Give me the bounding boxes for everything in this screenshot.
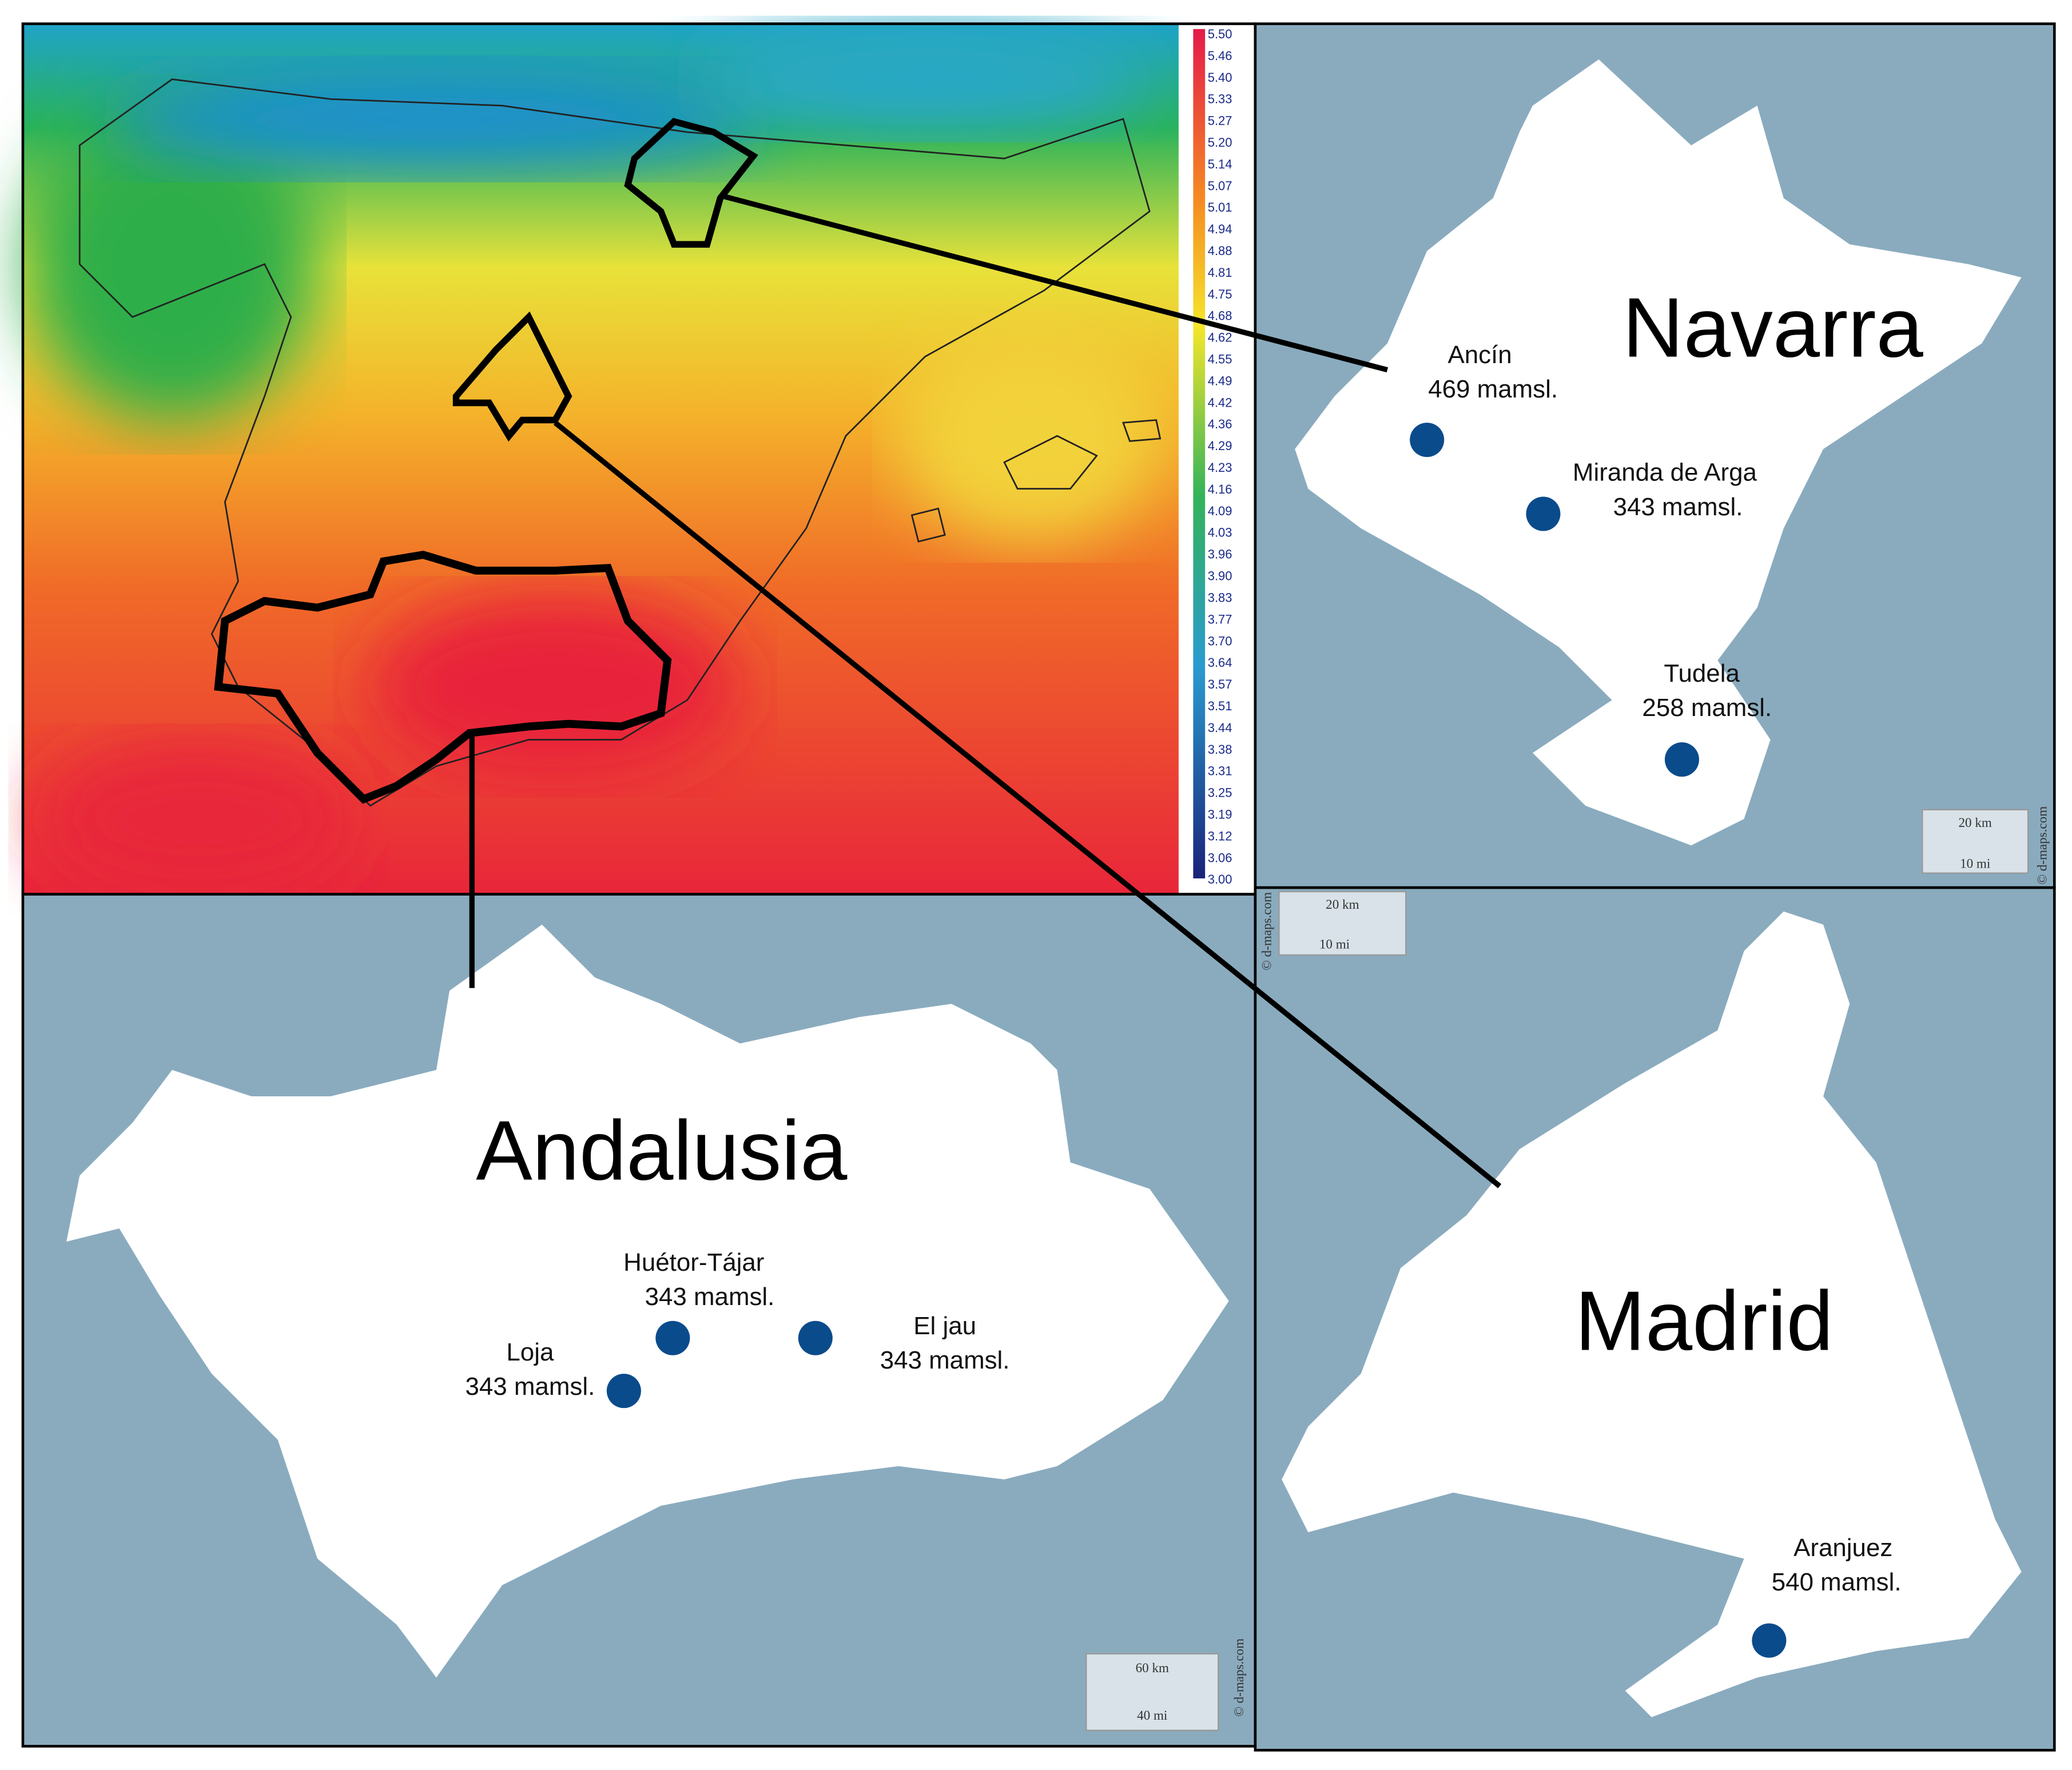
station-altitude: 343 mamsl.: [645, 1283, 775, 1311]
madrid-panel: Madrid Aranjuez 540 mamsl. 20 km 10 mi ©…: [1254, 886, 2056, 1752]
colorbar-label: 4.23: [1208, 460, 1232, 475]
colorbar-label: 5.46: [1208, 49, 1232, 63]
heat-map: 5.50 5.46 5.40 5.33 5.27 5.20 5.14 5.07 5.01 4.94…: [21, 22, 1257, 898]
colorbar-label: 3.64: [1208, 655, 1232, 670]
colorbar-label: 5.07: [1208, 178, 1232, 193]
colorbar-label: 3.44: [1208, 721, 1232, 735]
colorbar-label: 4.36: [1208, 417, 1232, 431]
colorbar-label: 3.57: [1208, 677, 1232, 691]
scale-mi: 40 mi: [1137, 1708, 1167, 1723]
station-altitude: 343 mamsl.: [1613, 493, 1743, 521]
colorbar: [1193, 29, 1206, 878]
colorbar-label: 4.62: [1208, 331, 1232, 345]
station-marker: [1664, 742, 1699, 777]
colorbar-label: 3.19: [1208, 807, 1232, 821]
colorbar-label: 4.94: [1208, 222, 1232, 236]
scale-km: 60 km: [1136, 1660, 1169, 1675]
connector: [553, 420, 1502, 1188]
navarra-panel: Navarra Ancín 469 mamsl. Miranda de Arga…: [1254, 22, 2056, 889]
colorbar-label: 5.27: [1208, 114, 1232, 128]
colorbar-label: 4.09: [1208, 504, 1232, 518]
region-label: Navarra: [1622, 281, 1924, 375]
colorbar-label: 4.81: [1208, 265, 1232, 280]
region-label: Madrid: [1575, 1274, 1834, 1369]
colorbar-label: 5.01: [1208, 200, 1232, 214]
colorbar-label: 4.42: [1208, 395, 1232, 409]
scale-mi: 10 mi: [1960, 856, 1990, 870]
colorbar-label: 4.88: [1208, 244, 1232, 258]
colorbar-label: 4.75: [1208, 287, 1232, 301]
colorbar-label: 4.16: [1208, 482, 1232, 496]
station-name: Loja: [506, 1338, 554, 1366]
colorbar-label: 3.96: [1208, 547, 1232, 562]
station-marker: [798, 1320, 833, 1355]
credit: © d-maps.com: [1231, 1638, 1246, 1717]
colorbar-label: 3.00: [1208, 872, 1232, 886]
colorbar-label: 5.20: [1208, 135, 1232, 149]
colorbar-label: 4.49: [1208, 373, 1232, 388]
colorbar-label: 3.06: [1208, 850, 1232, 865]
station-name: Ancín: [1447, 341, 1512, 369]
colorbar-label: 5.40: [1208, 70, 1232, 85]
colorbar-label: 3.83: [1208, 590, 1232, 604]
station-name: Miranda de Arga: [1573, 459, 1757, 487]
colorbar-label: 3.77: [1208, 612, 1232, 626]
scale-mi: 10 mi: [1319, 936, 1350, 951]
credit: © d-maps.com: [2034, 806, 2049, 885]
station-altitude: 540 mamsl.: [1772, 1568, 1902, 1596]
andalusia-panel: Andalusia Huétor-Tájar 343 mamsl. Loja 3…: [21, 893, 1257, 1748]
colorbar-label: 3.51: [1208, 699, 1232, 713]
station-altitude: 258 mamsl.: [1642, 694, 1772, 722]
credit: © d-maps.com: [1259, 892, 1274, 970]
station-marker: [1526, 496, 1561, 531]
scale-km: 20 km: [1326, 897, 1359, 912]
connectors: [469, 193, 1502, 1188]
station-name: Aranjuez: [1793, 1534, 1892, 1562]
colorbar-label: 5.50: [1208, 27, 1232, 41]
scale-km: 20 km: [1959, 815, 1992, 830]
station-altitude: 343 mamsl.: [880, 1346, 1010, 1374]
station-marker: [655, 1320, 690, 1355]
station-marker: [1410, 423, 1445, 458]
colorbar-label: 3.12: [1208, 829, 1232, 843]
station-marker: [1752, 1623, 1787, 1658]
colorbar-label: 4.03: [1208, 526, 1232, 540]
station-name: El jau: [913, 1312, 976, 1340]
station-altitude: 469 mamsl.: [1428, 375, 1558, 403]
colorbar-label: 5.33: [1208, 92, 1232, 106]
colorbar-label: 4.68: [1208, 309, 1232, 323]
colorbar-label: 5.14: [1208, 157, 1232, 171]
connector: [719, 193, 1389, 373]
region-label: Andalusia: [476, 1104, 848, 1198]
colorbar-label: 3.25: [1208, 786, 1232, 800]
colorbar-label: 3.70: [1208, 634, 1232, 648]
colorbar-label: 3.38: [1208, 742, 1232, 757]
station-name: Huétor-Tájar: [623, 1248, 764, 1276]
colorbar-label: 4.29: [1208, 439, 1232, 453]
station-marker: [606, 1374, 641, 1409]
station-altitude: 343 mamsl.: [465, 1373, 595, 1401]
station-name: Tudela: [1664, 659, 1740, 687]
colorbar-label: 3.90: [1208, 569, 1232, 583]
colorbar-label: 3.31: [1208, 764, 1232, 778]
colorbar-label: 4.55: [1208, 352, 1232, 367]
